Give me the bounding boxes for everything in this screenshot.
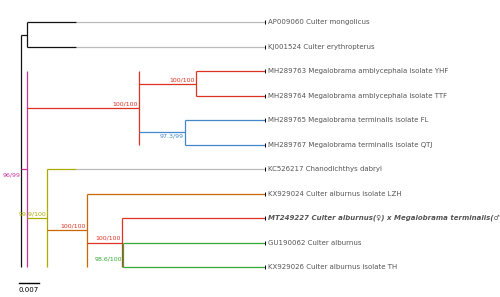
Text: 98.6/100: 98.6/100 [94, 257, 122, 262]
Text: 97.3/99: 97.3/99 [160, 134, 184, 139]
Text: 0.007: 0.007 [18, 287, 38, 293]
Text: 96/99: 96/99 [2, 173, 21, 178]
Text: KX929024 Culter alburnus isolate LZH: KX929024 Culter alburnus isolate LZH [268, 191, 401, 197]
Text: 100/100: 100/100 [170, 77, 195, 82]
Text: MH289765 Megalobrama terminalis isolate FL: MH289765 Megalobrama terminalis isolate … [268, 117, 428, 123]
Text: MH289767 Megalobrama terminalis isolate QTJ: MH289767 Megalobrama terminalis isolate … [268, 142, 432, 148]
Text: GU190062 Culter alburnus: GU190062 Culter alburnus [268, 240, 361, 246]
Text: 100/100: 100/100 [112, 102, 138, 107]
Text: MT249227 Culter alburnus(♀) x Megalobrama terminalis(♂): MT249227 Culter alburnus(♀) x Megalobram… [268, 215, 500, 222]
Text: KX929026 Culter alburnus isolate TH: KX929026 Culter alburnus isolate TH [268, 264, 397, 270]
Text: AP009060 Culter mongolicus: AP009060 Culter mongolicus [268, 19, 369, 25]
Text: KC526217 Chanodichthys dabryi: KC526217 Chanodichthys dabryi [268, 166, 382, 172]
Text: KJ001524 Culter erythropterus: KJ001524 Culter erythropterus [268, 44, 374, 50]
Text: 100/100: 100/100 [60, 223, 86, 228]
Text: MH289763 Megalobrama amblycephala isolate YHF: MH289763 Megalobrama amblycephala isolat… [268, 68, 448, 74]
Text: 100/100: 100/100 [95, 236, 120, 241]
Text: MH289764 Megalobrama amblycephala isolate TTF: MH289764 Megalobrama amblycephala isolat… [268, 93, 446, 99]
Text: 99.9/100: 99.9/100 [18, 211, 46, 216]
